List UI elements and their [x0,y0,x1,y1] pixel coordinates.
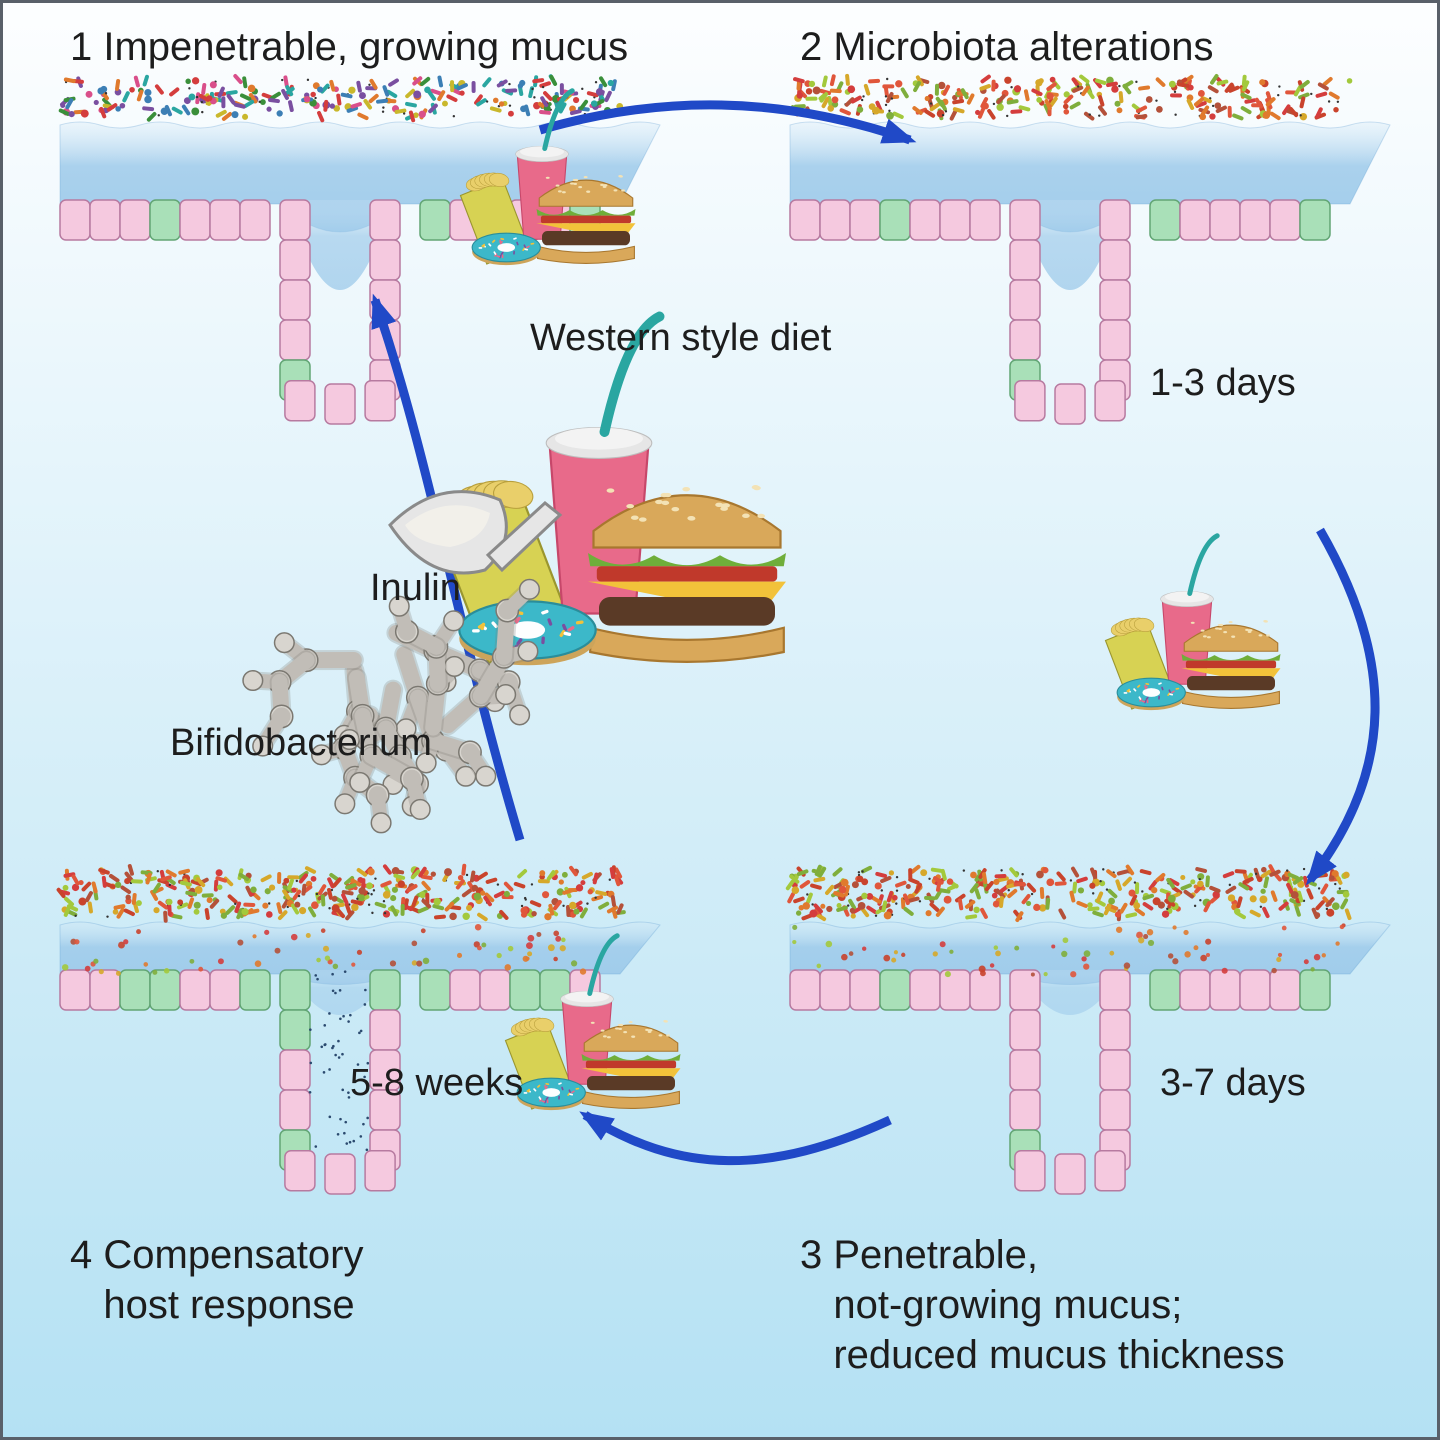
stage-title-s2: 2 Microbiota alterations [800,22,1214,72]
label-bifi: Bifidobacterium [170,720,432,768]
stage-title-s3: 3 Penetrable, not-growing mucus; reduced… [800,1230,1285,1380]
label-inul: Inulin [370,565,461,613]
stage-time-s4: 5-8 weeks [350,1060,523,1108]
stage-time-s3: 3-7 days [1160,1060,1306,1108]
diagram-stage: 1 Impenetrable, growing mucus 2 Microbiot… [0,0,1440,1440]
stage-title-s1: 1 Impenetrable, growing mucus [70,22,628,72]
stage-title-s4: 4 Compensatory host response [70,1230,363,1330]
label-wsd: Western style diet [530,315,831,363]
stage-time-s2: 1-3 days [1150,360,1296,408]
